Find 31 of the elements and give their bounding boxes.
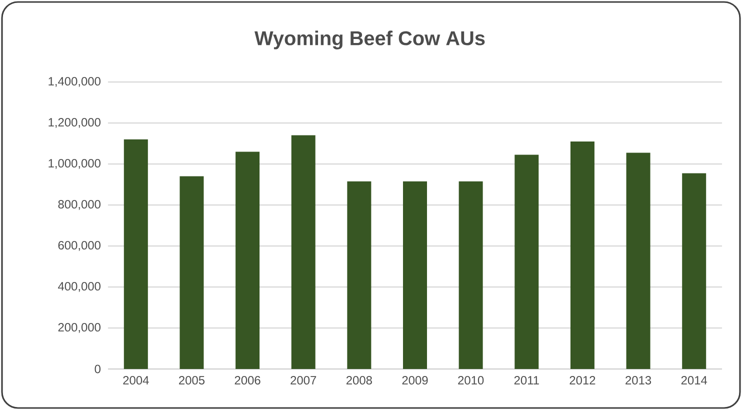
y-tick-label: 800,000 xyxy=(58,200,100,210)
bar xyxy=(514,154,539,369)
bar xyxy=(570,141,594,369)
chart-title: Wyoming Beef Cow AUs xyxy=(254,30,485,50)
bar xyxy=(682,173,706,369)
bar xyxy=(403,181,427,369)
bar xyxy=(458,181,483,369)
y-tick-label: 200,000 xyxy=(58,323,100,333)
x-tick-label: 2013 xyxy=(626,376,652,385)
bar xyxy=(180,176,204,369)
y-tick-label: 1,200,000 xyxy=(48,118,100,128)
x-tick-label: 2014 xyxy=(681,376,708,385)
x-tick-label: 2009 xyxy=(402,376,428,385)
x-tick-label: 2005 xyxy=(179,376,205,385)
bar xyxy=(124,139,148,369)
x-tick-label: 2007 xyxy=(290,376,316,385)
bar xyxy=(291,135,316,369)
y-tick-label: 0 xyxy=(94,364,100,374)
y-tick-label: 1,400,000 xyxy=(48,77,100,87)
y-tick-label: 400,000 xyxy=(58,282,100,292)
x-tick-label: 2012 xyxy=(570,376,596,385)
y-tick-label: 600,000 xyxy=(58,241,100,251)
x-tick-label: 2010 xyxy=(458,376,484,385)
x-tick-label: 2008 xyxy=(346,376,372,385)
bar xyxy=(236,152,260,369)
bar xyxy=(626,152,650,369)
x-tick-label: 2004 xyxy=(123,376,149,385)
x-tick-label: 2006 xyxy=(234,376,260,385)
y-tick-label: 1,000,000 xyxy=(48,159,100,169)
x-tick-label: 2011 xyxy=(514,376,539,385)
bar xyxy=(347,181,372,369)
